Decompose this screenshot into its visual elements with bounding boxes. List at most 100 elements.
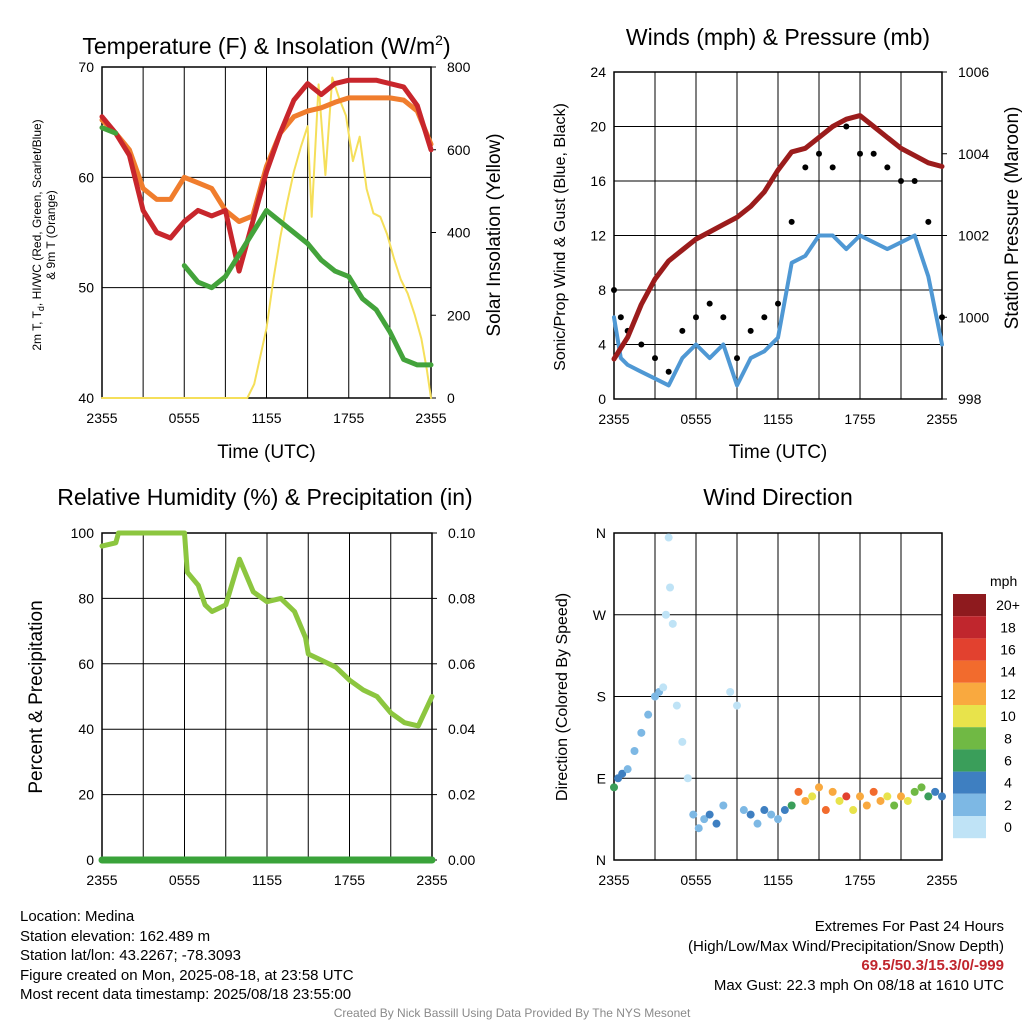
direction-point	[726, 687, 735, 696]
legend-label: 20+	[996, 597, 1020, 613]
direction-point	[910, 787, 919, 796]
x-axis-label: Time (UTC)	[217, 442, 316, 463]
y-tick-label: 24	[590, 64, 606, 80]
y-tick-label: 8	[598, 282, 606, 298]
gust-point	[898, 178, 904, 184]
y-tick-label: 100	[71, 525, 95, 541]
legend-label: 2	[1004, 797, 1012, 813]
gust-point	[761, 314, 768, 321]
direction-point	[733, 701, 741, 710]
gust-point	[816, 150, 822, 157]
legend-label: 6	[1004, 753, 1012, 769]
x-tick-label: 2355	[86, 872, 117, 888]
gust-point	[870, 150, 877, 157]
x-tick-label: 1755	[844, 411, 875, 427]
y2-tick-label: 0.00	[448, 852, 475, 868]
series-line	[99, 530, 435, 729]
y2-axis-label: Solar Insolation (Yellow)	[484, 133, 505, 336]
direction-point	[808, 792, 817, 801]
panel-2: 0 20 40 60 80 100 0.00 0.02 0.04 0.06 0.08 0.10 2355…	[71, 525, 476, 888]
legend-label: 16	[1000, 642, 1016, 658]
y-axis-label: Direction (Colored By Speed)	[554, 593, 571, 801]
location-text: Location: Medina	[20, 908, 135, 925]
direction-point	[753, 819, 762, 828]
legend-label: 0	[1004, 819, 1012, 835]
direction-point	[623, 765, 632, 774]
y2-tick-label: 0.04	[448, 721, 475, 737]
y-tick-label: N	[596, 525, 606, 541]
y-axis-label: Sonic/Prop Wind & Gust (Blue, Black)	[552, 103, 569, 371]
panel-3: N E S W N 2355 0555 1155 1755 2355	[593, 525, 958, 888]
legend-swatch	[953, 660, 986, 683]
x-tick-label: 2355	[416, 872, 447, 888]
y-tick-label: 12	[590, 228, 606, 244]
gust-point	[802, 164, 809, 171]
direction-point	[780, 806, 789, 815]
y-tick-label: N	[596, 852, 606, 868]
gust-point	[829, 164, 836, 171]
direction-point	[815, 783, 823, 792]
legend-label: 4	[1004, 775, 1012, 791]
legend-label: 10	[1000, 708, 1016, 724]
x-tick-label: 2355	[598, 872, 629, 888]
direction-point	[760, 806, 769, 815]
x-tick-label: 1755	[844, 872, 875, 888]
chart-title: Temperature (F) & Insolation (W/m2)	[82, 32, 450, 59]
legend-label: 8	[1004, 730, 1012, 746]
y-tick-label: 0	[598, 391, 606, 407]
x-tick-label: 2355	[926, 872, 957, 888]
x-axis-label: Time (UTC)	[729, 442, 828, 463]
direction-point	[924, 792, 933, 801]
x-tick-label: 1155	[763, 411, 793, 427]
y2-tick-label: 1006	[958, 64, 989, 80]
x-tick-label: 0555	[680, 411, 711, 427]
direction-point	[856, 792, 864, 801]
gust-point	[939, 314, 945, 321]
direction-point	[664, 533, 673, 542]
y2-tick-label: 0.08	[448, 590, 475, 606]
y-tick-label: 0	[86, 852, 94, 868]
y-tick-label: 80	[78, 590, 94, 606]
plot-frame	[613, 71, 943, 400]
latlon-text: Station lat/lon: 43.2267; -78.3093	[20, 947, 242, 965]
y2-tick-label: 1002	[958, 228, 989, 244]
y2-tick-label: 800	[447, 59, 471, 75]
x-tick-label: 1155	[251, 410, 281, 426]
y2-tick-label: 600	[447, 142, 471, 158]
series-line	[101, 76, 432, 399]
legend-label: 14	[1000, 664, 1016, 680]
direction-point	[774, 815, 782, 824]
y-tick-label: E	[597, 770, 606, 786]
direction-point	[618, 769, 627, 778]
plot-frame	[101, 66, 432, 399]
gust-point	[706, 300, 713, 307]
y2-tick-label: 0	[447, 390, 455, 406]
y2-tick-label: 998	[958, 391, 982, 407]
x-tick-label: 1755	[334, 872, 365, 888]
gust-point	[611, 287, 617, 293]
direction-point	[876, 796, 885, 805]
extremes-info: Extremes For Past 24 Hours (High/Low/Max…	[688, 917, 1004, 995]
x-tick-label: 1155	[763, 872, 793, 888]
legend-title: mph	[990, 573, 1017, 589]
legend-swatch	[953, 616, 986, 639]
y-tick-label: 40	[78, 390, 94, 406]
gust-point	[747, 327, 754, 334]
direction-point	[938, 792, 946, 801]
panel-1: 0 4 8 12 16 20 24 998 1000 1002 1004 1006 2355 0555 11…	[590, 64, 989, 427]
x-tick-label: 0555	[680, 872, 711, 888]
direction-point	[637, 728, 646, 737]
y-tick-label: S	[597, 689, 606, 705]
legend-swatch	[953, 749, 986, 772]
legend-swatch	[953, 816, 986, 839]
speed-legend: mph 20+ 18 16 14 12 10 8 6 4 2 0	[953, 573, 1020, 839]
direction-point	[678, 737, 687, 746]
direction-point	[712, 819, 721, 828]
x-tick-label: 1155	[252, 872, 282, 888]
legend-swatch	[953, 771, 986, 794]
direction-point	[787, 801, 796, 810]
legend-swatch	[953, 705, 986, 728]
gust-point	[884, 164, 891, 171]
gust-point	[693, 314, 699, 321]
gust-point	[911, 178, 918, 184]
